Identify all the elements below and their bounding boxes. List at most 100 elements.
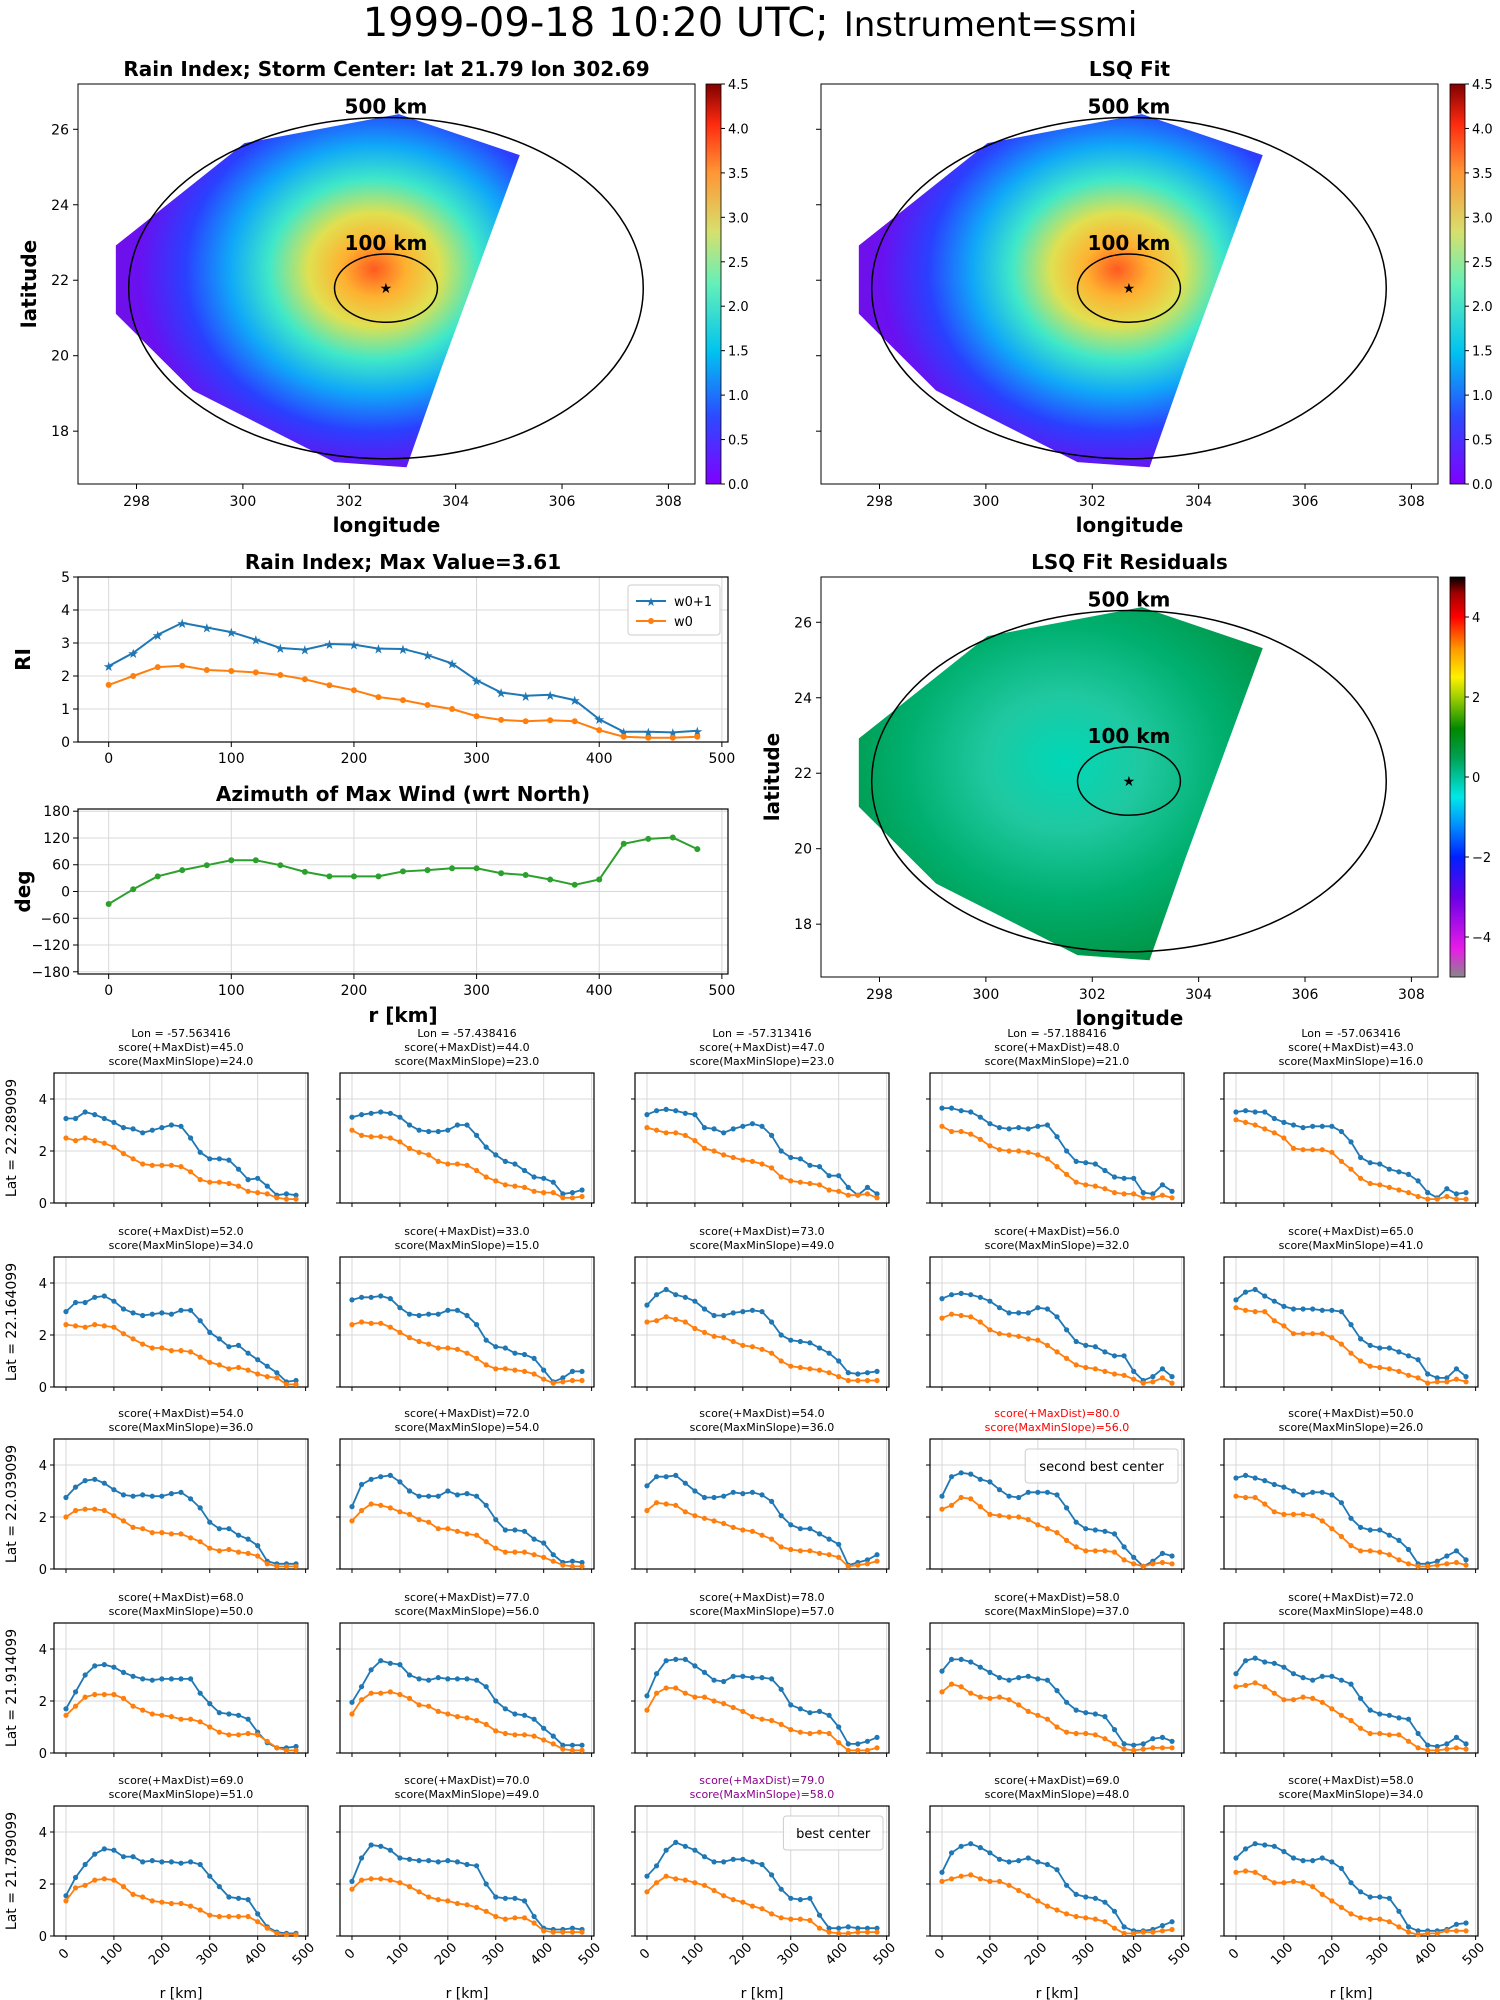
- data-point: [1233, 1305, 1239, 1311]
- data-point: [130, 1493, 136, 1499]
- data-point: [140, 1859, 146, 1865]
- panel-legend-note: second best center: [1039, 1460, 1164, 1475]
- data-point: [1252, 1309, 1258, 1315]
- data-point: [1044, 1306, 1051, 1312]
- suptitle-instrument: Instrument=ssmi: [844, 5, 1138, 45]
- data-point: [1262, 1874, 1268, 1881]
- data-point: [72, 1299, 79, 1306]
- data-point: [473, 1863, 480, 1869]
- data-point: [653, 1292, 660, 1298]
- data-point: [226, 1732, 232, 1738]
- data-point: [207, 1701, 213, 1707]
- data-point: [826, 1552, 832, 1558]
- data-point: [807, 1366, 813, 1372]
- data-point: [948, 1656, 955, 1662]
- panel-lon-label: Lon = -57.313416: [712, 1027, 811, 1040]
- data-point: [207, 1156, 213, 1162]
- x-tick-label: 200: [727, 1940, 755, 1968]
- data-point: [197, 1719, 203, 1725]
- data-point: [216, 1336, 222, 1342]
- data-point: [977, 1504, 983, 1510]
- data-point: [807, 1895, 813, 1901]
- data-point: [740, 1309, 746, 1315]
- data-point: [1150, 1191, 1156, 1197]
- data-point: [797, 1526, 803, 1532]
- data-point: [692, 1694, 698, 1700]
- data-point: [1463, 1746, 1469, 1752]
- data-point: [435, 1311, 441, 1317]
- data-point: [711, 1518, 717, 1524]
- data-point: [1025, 1893, 1031, 1899]
- data-point: [948, 1850, 955, 1856]
- data-point: [768, 1319, 775, 1325]
- data-point: [502, 1549, 508, 1555]
- data-point: [1329, 1335, 1335, 1341]
- data-point: [768, 1717, 775, 1724]
- series-line-w0: [1235, 1118, 1467, 1200]
- data-point: [72, 1703, 79, 1709]
- data-point: [864, 1929, 871, 1935]
- colorbar-tick-label: 0.0: [1472, 478, 1493, 493]
- data-point: [948, 1474, 955, 1480]
- x-tick-label: 500: [290, 1940, 318, 1968]
- data-point: [1396, 1924, 1402, 1930]
- data-point: [82, 1672, 88, 1678]
- series-line-w0+1: [1235, 1657, 1467, 1748]
- data-point: [1233, 1671, 1239, 1677]
- data-point: [1415, 1730, 1421, 1737]
- data-point: [816, 1708, 823, 1714]
- data-point: [1338, 1865, 1345, 1871]
- data-point: [797, 1729, 803, 1735]
- data-point: [197, 1539, 203, 1545]
- data-point: [1063, 1327, 1070, 1333]
- data-point: [1329, 1706, 1335, 1712]
- data-point: [178, 1348, 184, 1354]
- data-point: [92, 1476, 98, 1482]
- data-point: [958, 1128, 964, 1135]
- data-point: [778, 1686, 784, 1692]
- data-point: [358, 1112, 365, 1118]
- data-point: [620, 733, 627, 740]
- data-point: [740, 1157, 746, 1163]
- data-point: [274, 1745, 280, 1751]
- data-point: [82, 1135, 88, 1141]
- data-point: [349, 1322, 355, 1328]
- data-point: [283, 1932, 290, 1938]
- data-point: [502, 1158, 508, 1164]
- data-point: [1271, 1843, 1277, 1849]
- data-point: [226, 1894, 232, 1900]
- data-point: [1121, 1557, 1127, 1563]
- y-tick-label: 22: [794, 766, 812, 782]
- y-tick-label: 2: [61, 669, 70, 685]
- data-point: [483, 1539, 489, 1545]
- data-point: [1242, 1289, 1249, 1295]
- data-point: [1281, 1323, 1287, 1329]
- data-point: [701, 1306, 708, 1312]
- data-point: [1290, 1878, 1297, 1884]
- data-point: [197, 1177, 203, 1183]
- data-point: [855, 1371, 861, 1377]
- data-point: [1463, 1196, 1469, 1202]
- data-point: [1434, 1747, 1440, 1753]
- data-point: [130, 1156, 136, 1162]
- colorbar-tick-label: 2.0: [1472, 300, 1493, 315]
- data-point: [197, 1149, 203, 1155]
- colorbar-tick-label: 1.0: [1472, 389, 1493, 404]
- data-point: [1300, 1694, 1306, 1700]
- x-tick-label: 300: [463, 983, 490, 999]
- data-point: [92, 1322, 98, 1328]
- data-point: [1016, 1887, 1022, 1894]
- data-point: [1300, 1675, 1306, 1681]
- panel-score-slope: score(MaxMinSlope)=54.0: [395, 1421, 540, 1434]
- data-point: [92, 1663, 98, 1669]
- data-point: [207, 1519, 213, 1525]
- data-point: [1281, 1135, 1287, 1141]
- data-point: [1310, 1147, 1316, 1153]
- data-point: [1054, 1688, 1060, 1694]
- data-point: [778, 1886, 784, 1892]
- data-point: [521, 1351, 528, 1358]
- panel-score-slope: score(MaxMinSlope)=49.0: [395, 1788, 540, 1801]
- data-point: [968, 1841, 974, 1847]
- data-point: [159, 1162, 165, 1168]
